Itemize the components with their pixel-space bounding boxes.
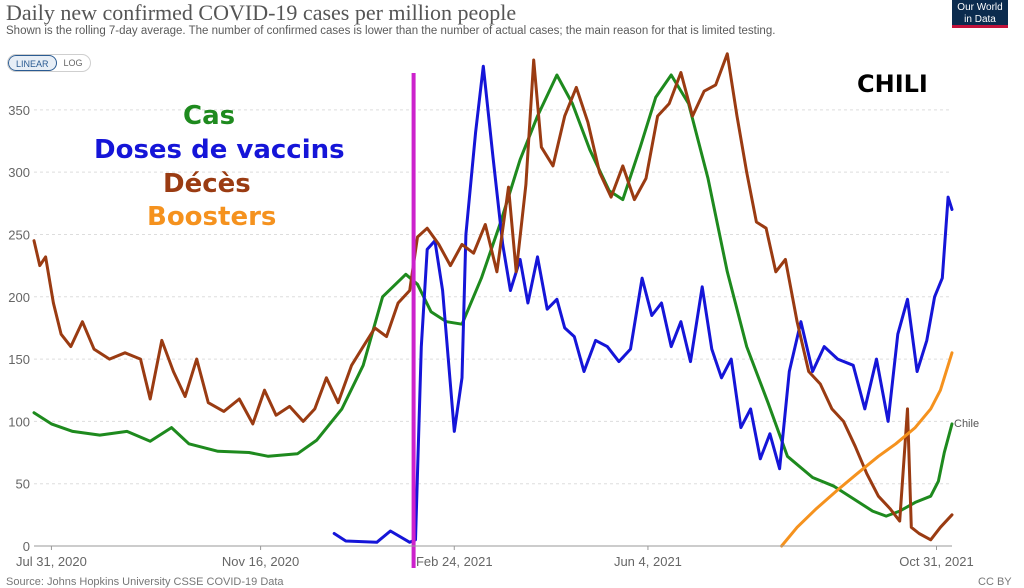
linear-scale-button[interactable]: LINEAR (8, 55, 57, 71)
boosters-line (780, 351, 954, 548)
country-annotation: CHILI (857, 70, 928, 98)
deaths-annotation: Décès (163, 169, 251, 199)
cases-annotation: Cas (183, 101, 236, 131)
y-tick-label: 100 (8, 414, 30, 429)
scale-toggle: LINEAR LOG (7, 54, 91, 72)
doses-line (332, 64, 954, 544)
y-tick-label: 0 (23, 539, 30, 554)
x-tick-label: Oct 31, 2021 (899, 554, 973, 569)
series-lines (32, 52, 954, 568)
chart-title: Daily new confirmed COVID-19 cases per m… (6, 0, 517, 25)
license-link[interactable]: CC BY (978, 576, 1012, 588)
y-tick-label: 350 (8, 103, 30, 118)
y-tick-label: 150 (8, 352, 30, 367)
boosters-annotation: Boosters (147, 202, 277, 232)
logo-line-2: in Data (964, 14, 996, 25)
cases-line (32, 73, 954, 518)
chart-subtitle: Shown is the rolling 7-day average. The … (6, 25, 776, 37)
logo-line-1: Our World (957, 2, 1003, 13)
x-tick-label: Nov 16, 2020 (222, 554, 299, 569)
y-tick-label: 300 (8, 165, 30, 180)
owid-logo[interactable]: Our World in Data (952, 0, 1008, 28)
source-note[interactable]: Source: Johns Hopkins University CSSE CO… (6, 576, 284, 588)
x-tick-label: Feb 24, 2021 (416, 554, 493, 569)
y-tick-label: 200 (8, 290, 30, 305)
x-tick-label: Jul 31, 2020 (16, 554, 87, 569)
y-tick-label: 250 (8, 227, 30, 242)
log-scale-button[interactable]: LOG (63, 58, 83, 68)
series-end-label: Chile (954, 418, 979, 430)
doses-annotation: Doses de vaccins (94, 135, 345, 165)
y-tick-label: 50 (16, 477, 30, 492)
x-tick-label: Jun 4, 2021 (614, 554, 682, 569)
deaths-line (32, 52, 954, 542)
axes: 0 50 100 150 200 250 300 350 Jul 31, 2020 Nov 16,… (8, 103, 979, 569)
